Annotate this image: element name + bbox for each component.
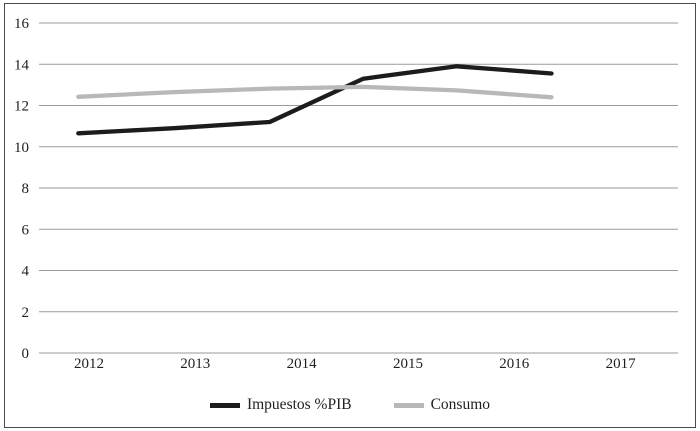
y-tick-label-2: 2 [22,305,30,321]
y-tick-label-12: 12 [14,99,29,115]
chart-legend: Impuestos %PIB Consumo [0,395,700,415]
series-line-impuestos-pib [76,64,554,136]
legend-swatch-impuestos-line [209,402,240,408]
x-tick-label-2012: 2012 [74,356,104,372]
legend-label-consumo: Consumo [430,396,491,414]
y-tick-label-4: 4 [22,264,30,280]
y-tick-label-0: 0 [22,346,30,362]
x-tick-label-2013: 2013 [180,356,210,372]
legend-item-consumo: Consumo [393,396,491,414]
x-tick-label-2014: 2014 [287,356,318,372]
series-line-consumo [76,84,554,100]
y-tick-label-10: 10 [14,140,29,156]
y-tick-label-16: 16 [14,16,30,32]
legend-swatch-consumo-line [393,402,424,408]
y-tick-label-8: 8 [22,181,30,197]
x-tick-label-2016: 2016 [499,356,530,372]
legend-label-impuestos: Impuestos %PIB [246,396,352,414]
x-tick-label-2017: 2017 [606,356,637,372]
x-tick-label-2015: 2015 [393,356,423,372]
legend-item-impuestos: Impuestos %PIB [209,396,352,414]
y-tick-label-14: 14 [14,57,30,73]
y-tick-label-6: 6 [22,222,30,238]
